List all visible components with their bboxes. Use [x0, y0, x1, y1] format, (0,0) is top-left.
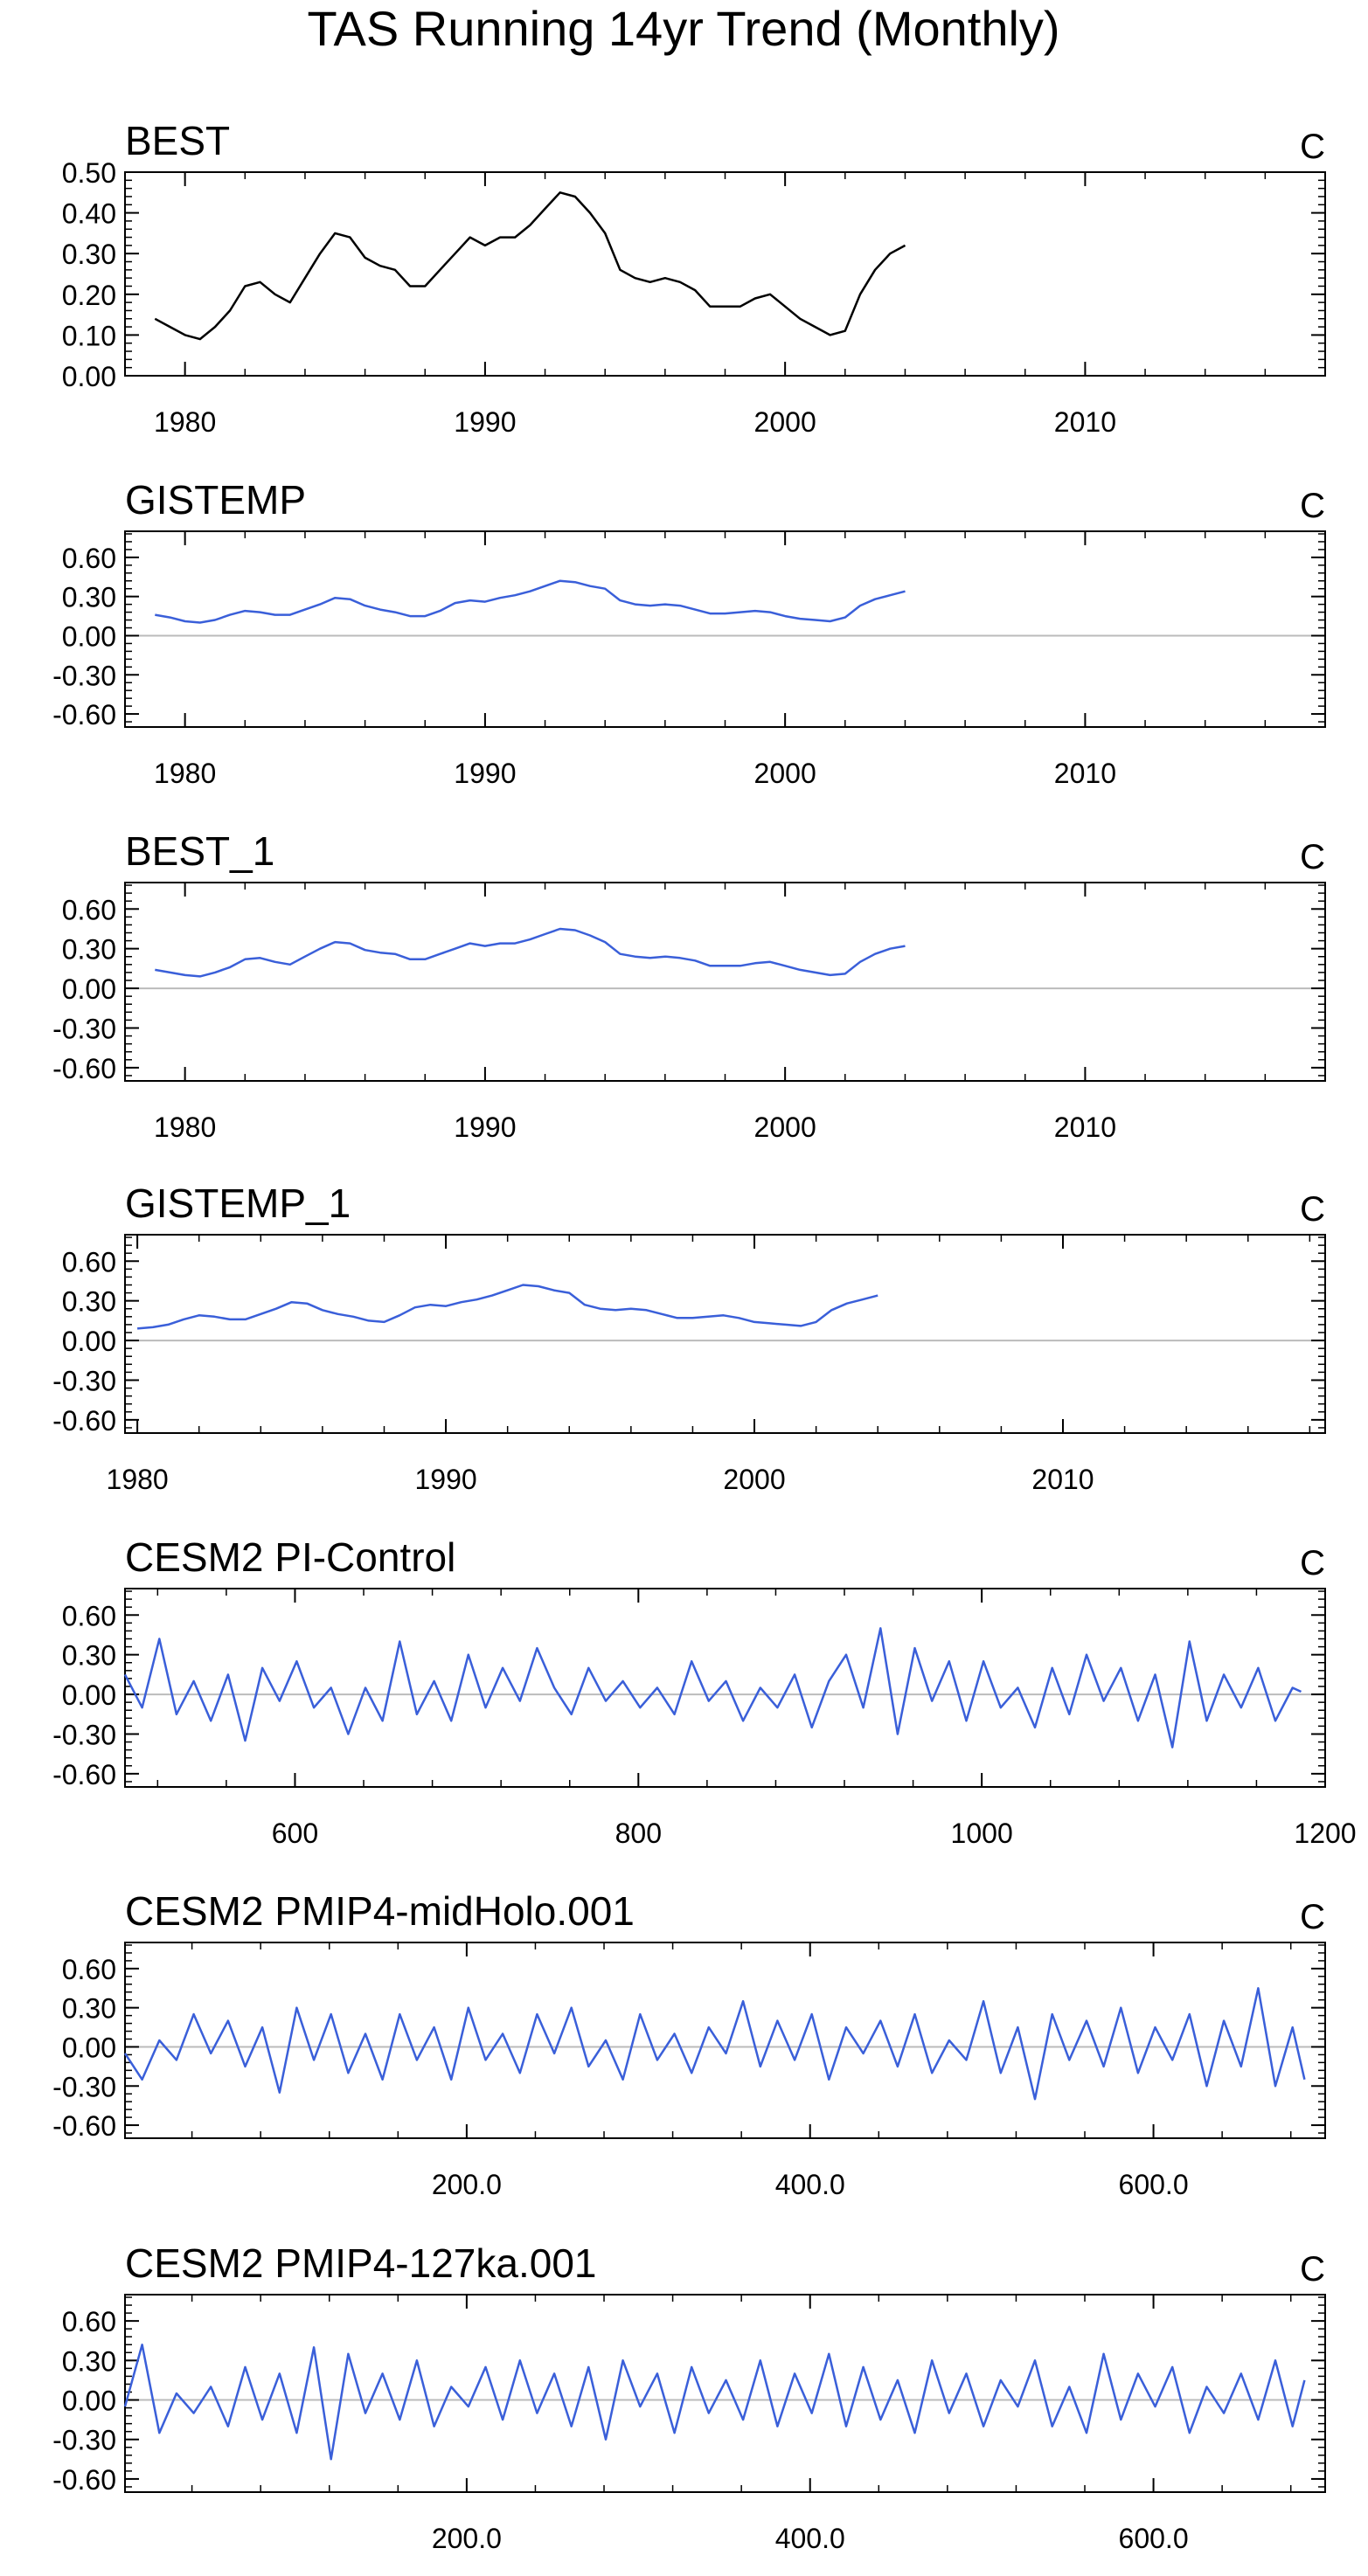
panel-title: BEST_1	[125, 828, 274, 874]
y-tick-label: -0.60	[52, 2464, 116, 2496]
x-tick-label: 2010	[1054, 406, 1116, 438]
panel-title: CESM2 PMIP4-midHolo.001	[125, 1888, 635, 1934]
y-tick-label: 0.60	[62, 1246, 116, 1278]
y-tick-label: 0.60	[62, 894, 116, 925]
panel-5: CESM2 PI-Control C -0.60 -0.30 0.00 0.30 0.60 6…	[52, 1534, 1357, 1849]
unit-label: C	[1300, 2250, 1325, 2289]
x-tick-label: 600	[272, 1818, 318, 1849]
y-tick-label: 0.60	[62, 543, 116, 574]
y-tick-label: 0.30	[62, 1640, 116, 1672]
y-tick-label: 0.00	[62, 1679, 116, 1711]
panel-2: GISTEMP C -0.60 -0.30 0.00 0.30 0.60 1980 1990 20…	[52, 477, 1326, 789]
plot-frame	[124, 171, 1326, 377]
x-tick-label: 1980	[154, 1111, 216, 1143]
x-tick-label: 2000	[723, 1464, 785, 1495]
y-tick-label: 0.30	[62, 582, 116, 613]
y-tick-label: 0.30	[62, 2345, 116, 2377]
x-tick-label: 800	[615, 1818, 662, 1849]
x-tick-label: 1980	[107, 1464, 169, 1495]
x-tick-label: 1990	[454, 758, 516, 789]
unit-label: C	[1300, 1544, 1325, 1582]
series-line	[155, 927, 906, 978]
series-line	[123, 2344, 1306, 2461]
y-tick-label: 0.50	[62, 157, 116, 189]
y-tick-label: 0.00	[62, 361, 116, 392]
y-tick-label: 0.20	[62, 280, 116, 311]
y-tick-label: 0.10	[62, 320, 116, 351]
unit-label: C	[1300, 838, 1325, 876]
x-tick-label: 400.0	[775, 2523, 845, 2554]
series-line	[155, 579, 906, 624]
x-tick-label: 600.0	[1119, 2523, 1189, 2554]
series-line	[123, 1627, 1302, 1748]
panel-6: CESM2 PMIP4-midHolo.001 C -0.60 -0.30 0.00 0.…	[52, 1888, 1326, 2200]
panel-4: GISTEMP_1 C -0.60 -0.30 0.00 0.30 0.60 1980 1990…	[52, 1181, 1326, 1495]
y-tick-label: -0.60	[52, 699, 116, 731]
x-tick-label: 1000	[951, 1818, 1013, 1849]
panel-title: CESM2 PMIP4-127ka.001	[125, 2240, 597, 2286]
y-tick-label: -0.30	[52, 1365, 116, 1396]
unit-label: C	[1300, 1190, 1325, 1229]
y-tick-label: -0.60	[52, 1405, 116, 1437]
y-tick-label: 0.00	[62, 2386, 116, 2417]
series-line	[136, 1284, 878, 1330]
y-tick-label: 0.30	[62, 934, 116, 966]
x-tick-label: 1990	[454, 1111, 516, 1143]
y-tick-label: -0.30	[52, 2425, 116, 2456]
x-tick-label: 200.0	[432, 2169, 502, 2200]
x-tick-label: 2010	[1054, 758, 1116, 789]
y-tick-label: 0.30	[62, 239, 116, 270]
y-tick-label: -0.30	[52, 1013, 116, 1044]
x-tick-label: 1990	[454, 406, 516, 438]
x-tick-label: 600.0	[1119, 2169, 1189, 2200]
unit-label: C	[1300, 1898, 1325, 1936]
unit-label: C	[1300, 128, 1325, 166]
y-tick-label: -0.60	[52, 1053, 116, 1084]
x-tick-label: 200.0	[432, 2523, 502, 2554]
y-tick-label: -0.30	[52, 1719, 116, 1750]
x-tick-label: 1980	[154, 758, 216, 789]
panel-title: GISTEMP_1	[125, 1181, 351, 1226]
x-tick-label: 2010	[1031, 1464, 1094, 1495]
y-tick-label: 0.00	[62, 2032, 116, 2063]
x-tick-label: 2000	[754, 1111, 816, 1143]
x-tick-label: 1990	[414, 1464, 476, 1495]
panel-title: GISTEMP	[125, 477, 306, 523]
plot-frame	[124, 530, 1326, 728]
y-tick-label: -0.60	[52, 2110, 116, 2142]
panel-1: BEST C 0.00 0.10 0.20 0.30 0.40 0.50 1980 1990 200…	[62, 118, 1326, 438]
panel-title: CESM2 PI-Control	[125, 1534, 455, 1580]
y-tick-label: 0.40	[62, 198, 116, 230]
x-tick-label: 400.0	[775, 2169, 845, 2200]
panel-7: CESM2 PMIP4-127ka.001 C -0.60 -0.30 0.00 0.30…	[52, 2240, 1326, 2554]
unit-label: C	[1300, 487, 1325, 525]
x-tick-label: 2000	[754, 406, 816, 438]
y-tick-label: 0.60	[62, 1954, 116, 1985]
y-tick-label: 0.00	[62, 1326, 116, 1357]
y-tick-label: 0.00	[62, 620, 116, 652]
plot-frame	[124, 882, 1326, 1082]
x-tick-label: 2010	[1054, 1111, 1116, 1143]
plot-frame	[124, 1588, 1326, 1788]
plot-frame	[124, 1942, 1326, 2139]
plot-frame	[124, 1234, 1326, 1434]
plot-frame	[124, 2294, 1326, 2493]
series-line	[123, 1987, 1306, 2101]
y-tick-label: -0.30	[52, 2071, 116, 2102]
x-tick-label: 1980	[154, 406, 216, 438]
y-tick-label: 0.60	[62, 2306, 116, 2337]
figure-title: TAS Running 14yr Trend (Monthly)	[307, 1, 1059, 56]
y-tick-label: 0.00	[62, 973, 116, 1005]
y-tick-label: 0.60	[62, 1600, 116, 1631]
x-tick-label: 1200	[1294, 1818, 1356, 1849]
x-tick-label: 2000	[754, 758, 816, 789]
y-tick-label: 0.30	[62, 1993, 116, 2025]
y-tick-label: 0.30	[62, 1286, 116, 1318]
series-line	[154, 191, 906, 341]
panel-3: BEST_1 C -0.60 -0.30 0.00 0.30 0.60 1980 1990 200…	[52, 828, 1326, 1143]
y-tick-label: -0.60	[52, 1759, 116, 1790]
panel-title: BEST	[125, 118, 230, 163]
y-tick-label: -0.30	[52, 660, 116, 691]
